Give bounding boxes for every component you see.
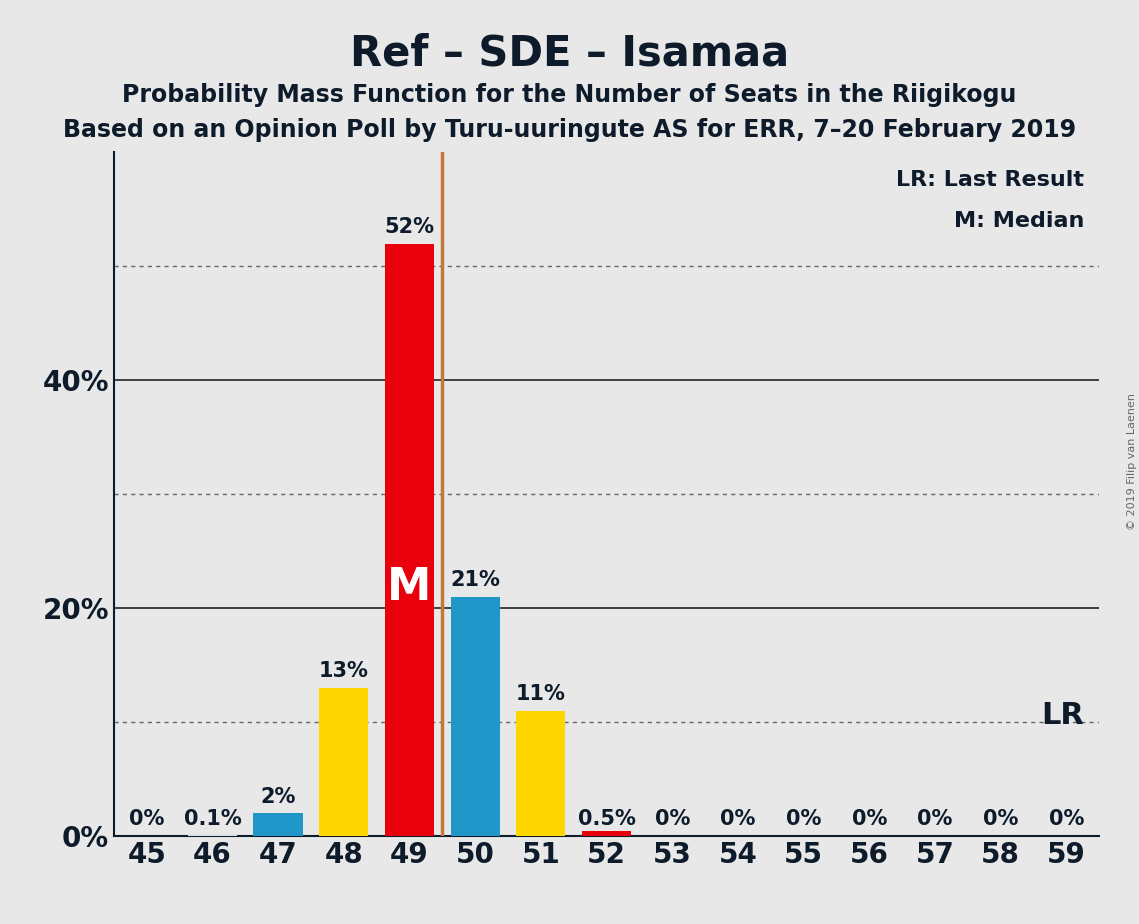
Bar	[254, 813, 303, 836]
Bar	[319, 688, 368, 836]
Text: Based on an Opinion Poll by Turu-uuringute AS for ERR, 7–20 February 2019: Based on an Opinion Poll by Turu-uuringu…	[63, 118, 1076, 142]
Text: 0%: 0%	[983, 809, 1018, 830]
Text: 11%: 11%	[516, 684, 566, 704]
Text: 0%: 0%	[786, 809, 821, 830]
Text: M: M	[387, 565, 432, 609]
Bar	[188, 835, 237, 836]
Bar	[516, 711, 565, 836]
Text: 2%: 2%	[261, 786, 296, 807]
Bar	[582, 831, 631, 836]
Text: 0%: 0%	[917, 809, 952, 830]
Text: 0%: 0%	[655, 809, 690, 830]
Text: M: Median: M: Median	[954, 211, 1084, 231]
Text: © 2019 Filip van Laenen: © 2019 Filip van Laenen	[1126, 394, 1137, 530]
Text: LR: LR	[1041, 701, 1084, 730]
Text: 0%: 0%	[129, 809, 164, 830]
Text: 21%: 21%	[450, 570, 500, 590]
Text: 0%: 0%	[720, 809, 755, 830]
Text: 13%: 13%	[319, 662, 369, 681]
Bar	[451, 597, 500, 836]
Text: 0.1%: 0.1%	[183, 809, 241, 830]
Text: 0%: 0%	[852, 809, 887, 830]
Text: Probability Mass Function for the Number of Seats in the Riigikogu: Probability Mass Function for the Number…	[122, 83, 1017, 107]
Bar	[385, 244, 434, 836]
Text: 52%: 52%	[385, 217, 434, 237]
Text: 0%: 0%	[1049, 809, 1084, 830]
Text: Ref – SDE – Isamaa: Ref – SDE – Isamaa	[350, 32, 789, 74]
Text: LR: Last Result: LR: Last Result	[896, 170, 1084, 189]
Text: 0.5%: 0.5%	[577, 809, 636, 830]
